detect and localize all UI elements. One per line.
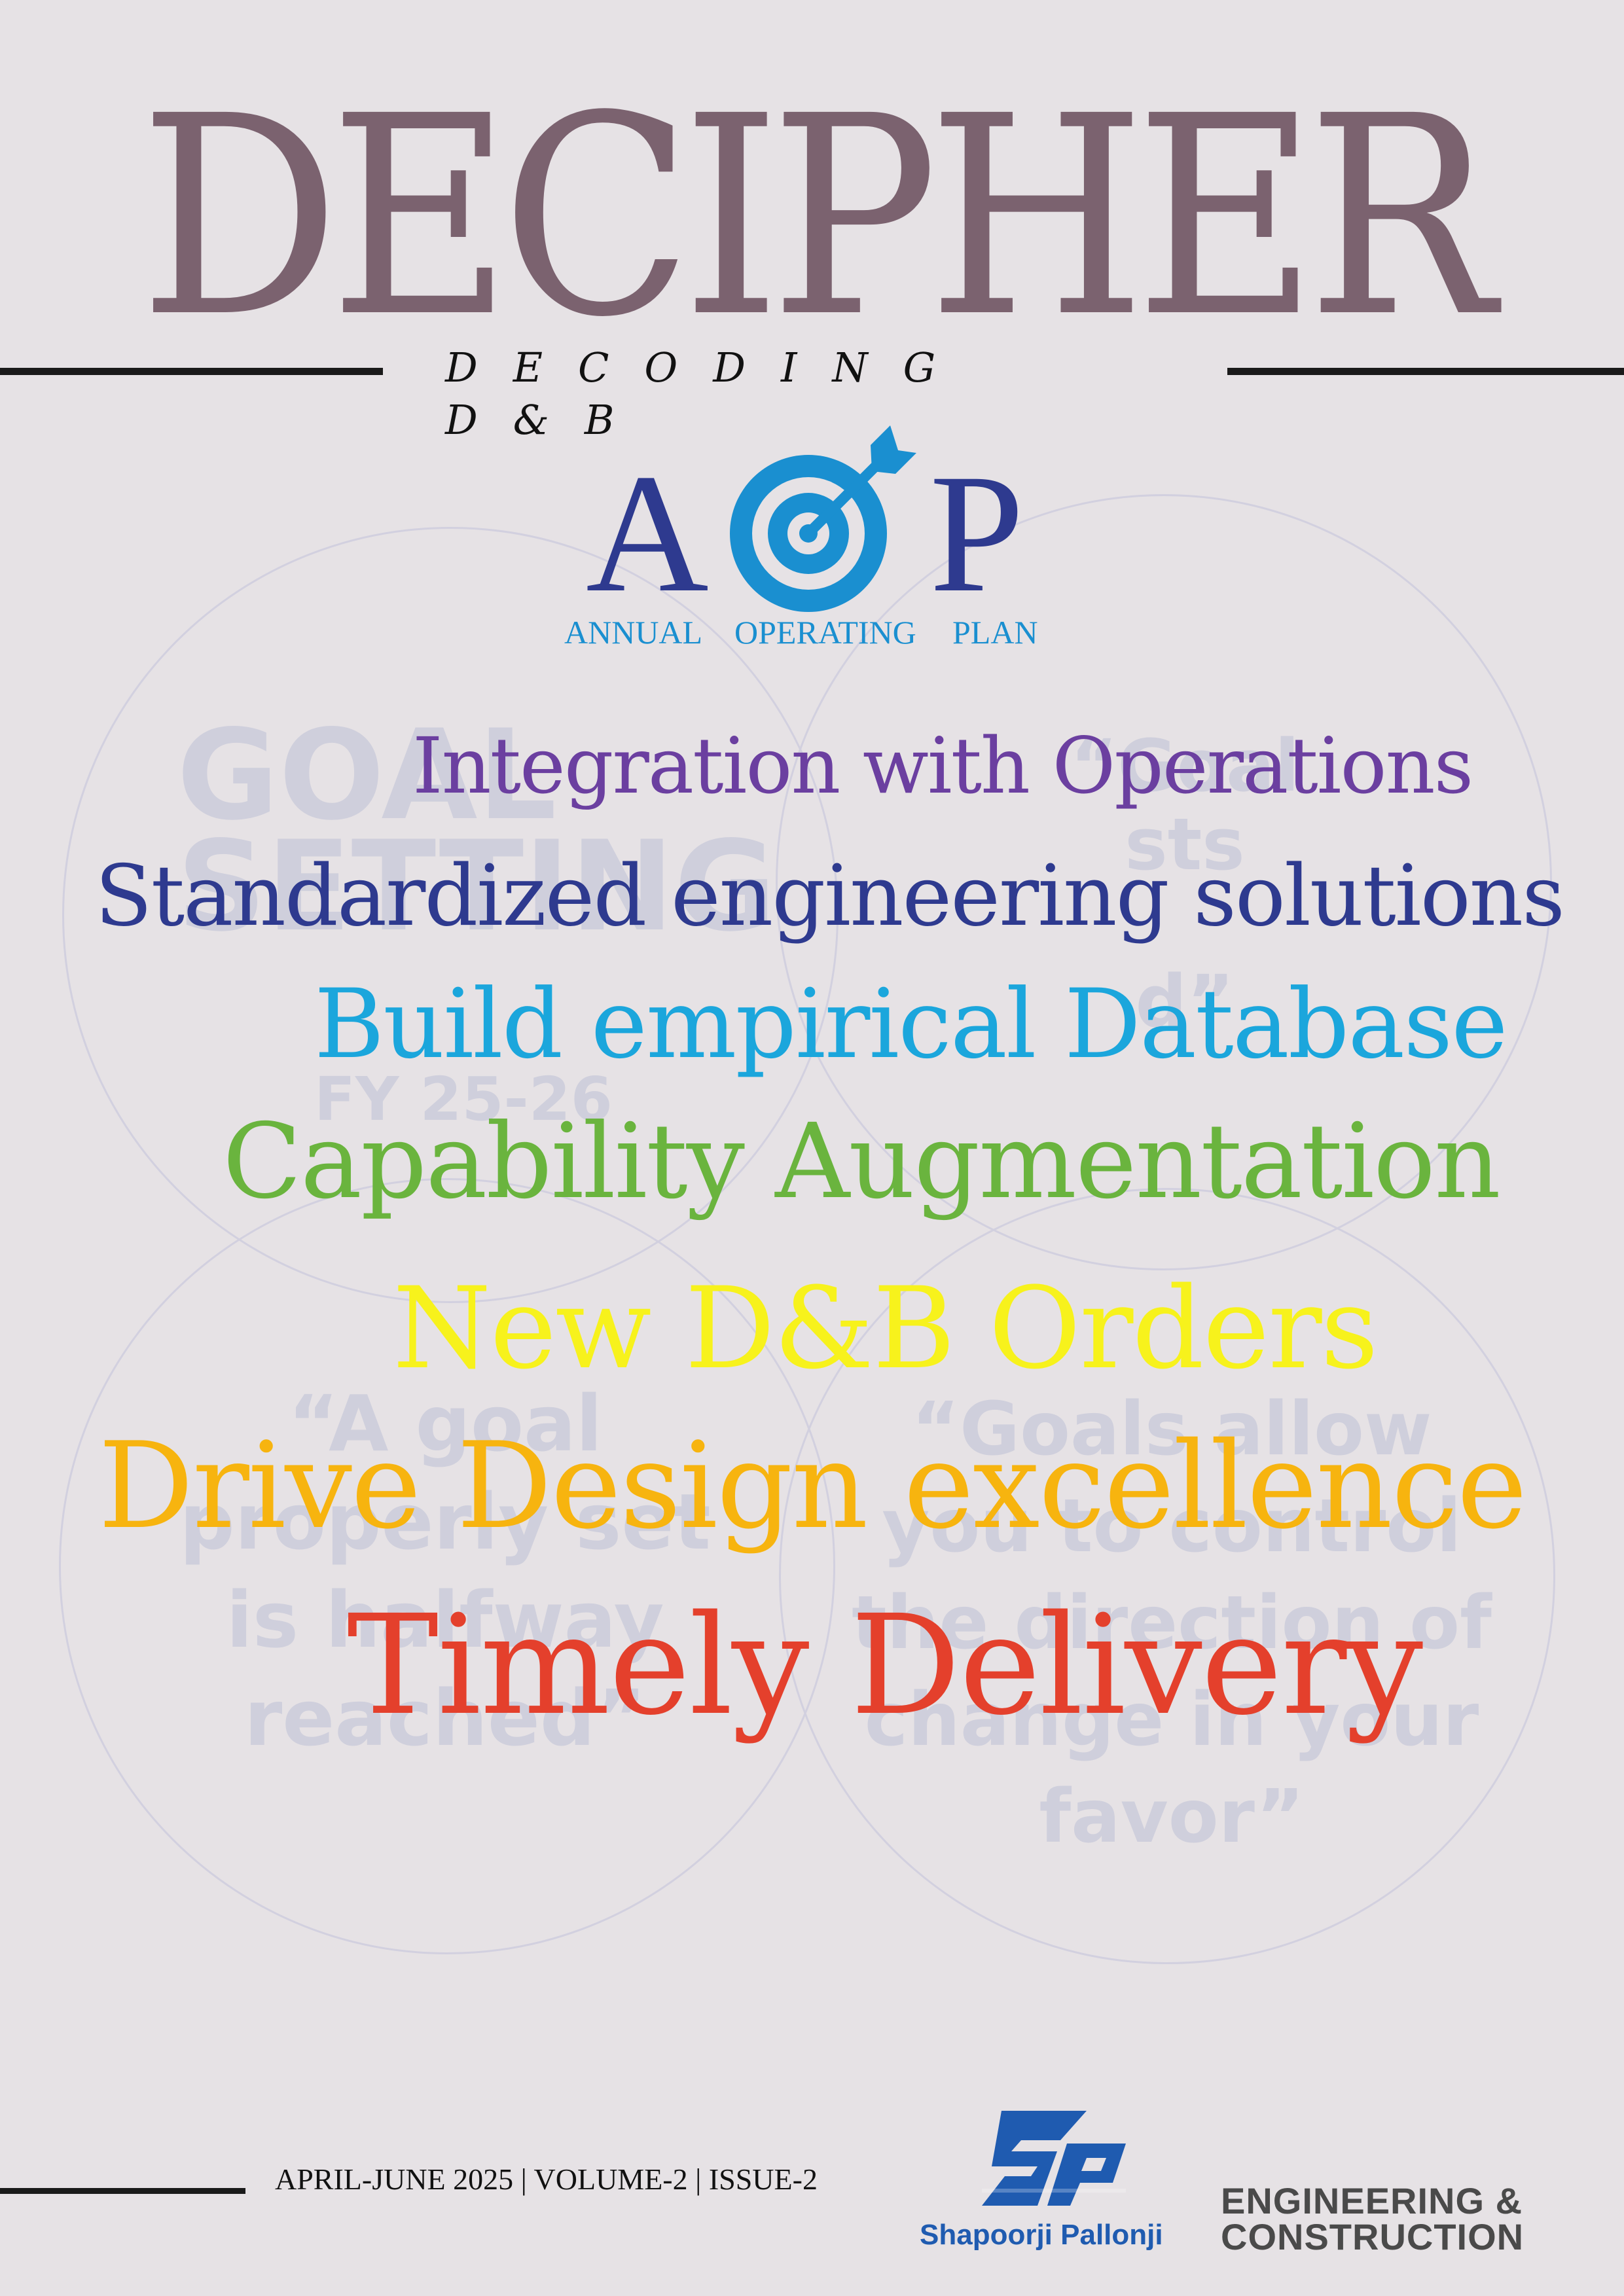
watermark-quote-left: “A goal properly set is halfway reached” [179, 1378, 711, 1763]
watermark-quote-right: “Goals allow you to control the directio… [852, 1387, 1492, 1859]
aop-word-annual: ANNUAL [564, 614, 703, 651]
brand-name: Shapoorji Pallonji [920, 2219, 1163, 2251]
watermark-goal-setting: GOAL SETTING [177, 703, 776, 959]
watermark-goal-year: FY 25-26 [314, 1064, 613, 1134]
aop-letter-a: A [586, 439, 709, 628]
sp-logo-icon [975, 2104, 1132, 2212]
issue-info: APRIL-JUNE 2025 | VOLUME-2 | ISSUE-2 [275, 2162, 818, 2196]
headline-integration: Integration with Operations [412, 721, 1473, 811]
headline-design-excellence: Drive Design excellence [98, 1416, 1527, 1555]
division-line-1: ENGINEERING & [1221, 2180, 1523, 2221]
masthead-rule-left [0, 368, 383, 375]
headline-capability: Capability Augmentation [223, 1102, 1501, 1222]
headline-new-orders: New D&B Orders [393, 1263, 1379, 1394]
aop-word-plan: PLAN [952, 614, 1038, 651]
headline-database: Build empirical Database [314, 969, 1508, 1080]
headline-timely-delivery: Timely Delivery [347, 1585, 1423, 1746]
watermark-quote-top-right: “Goal sts d” [1070, 724, 1300, 1043]
magazine-title: DECIPHER [139, 58, 1495, 378]
aop-word-operating: OPERATING [734, 614, 916, 651]
division-line-2: CONSTRUCTION [1221, 2216, 1525, 2257]
footer-rule-left [0, 2188, 245, 2194]
aop-letter-p: P [929, 439, 1024, 628]
target-arrow-icon [727, 419, 916, 615]
magazine-tagline: DECODING D&B [445, 344, 971, 444]
headline-standardized: Standardized engineering solutions [95, 848, 1565, 945]
watermark-circle-bottom-right [779, 1188, 1555, 1964]
masthead-rule-right [1227, 368, 1624, 375]
